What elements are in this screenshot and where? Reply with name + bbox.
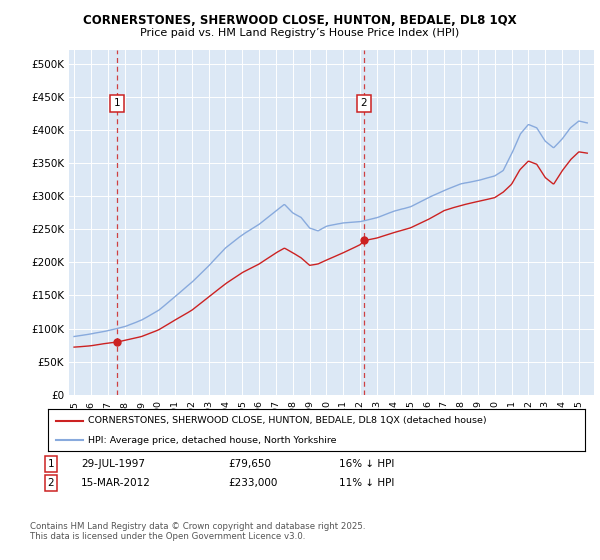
Text: 1: 1 [47, 459, 55, 469]
Text: 29-JUL-1997: 29-JUL-1997 [81, 459, 145, 469]
Text: 1: 1 [114, 99, 121, 109]
Text: 2: 2 [361, 99, 367, 109]
Text: 2: 2 [47, 478, 55, 488]
Text: £233,000: £233,000 [228, 478, 277, 488]
Text: 16% ↓ HPI: 16% ↓ HPI [339, 459, 394, 469]
Text: 11% ↓ HPI: 11% ↓ HPI [339, 478, 394, 488]
Text: £79,650: £79,650 [228, 459, 271, 469]
Text: Price paid vs. HM Land Registry’s House Price Index (HPI): Price paid vs. HM Land Registry’s House … [140, 28, 460, 38]
Text: HPI: Average price, detached house, North Yorkshire: HPI: Average price, detached house, Nort… [88, 436, 337, 445]
Text: CORNERSTONES, SHERWOOD CLOSE, HUNTON, BEDALE, DL8 1QX: CORNERSTONES, SHERWOOD CLOSE, HUNTON, BE… [83, 14, 517, 27]
Text: Contains HM Land Registry data © Crown copyright and database right 2025.
This d: Contains HM Land Registry data © Crown c… [30, 522, 365, 542]
Text: CORNERSTONES, SHERWOOD CLOSE, HUNTON, BEDALE, DL8 1QX (detached house): CORNERSTONES, SHERWOOD CLOSE, HUNTON, BE… [88, 416, 487, 425]
Text: 15-MAR-2012: 15-MAR-2012 [81, 478, 151, 488]
